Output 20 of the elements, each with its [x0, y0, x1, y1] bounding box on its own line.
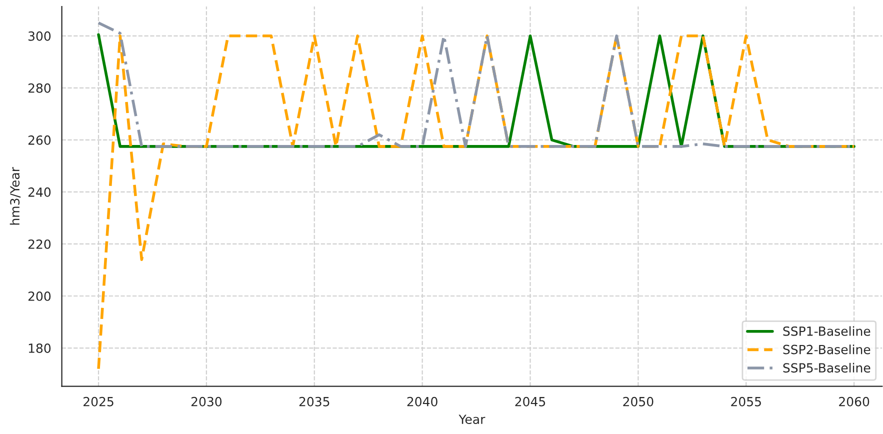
x-tick-label: 2055: [731, 396, 761, 406]
x-tick-label: 2035: [299, 396, 330, 406]
x-tick-label: 2050: [623, 396, 654, 406]
y-tick-label: 300: [28, 31, 51, 41]
y-tick-label: 280: [28, 83, 51, 93]
x-tick-label: 2025: [84, 396, 114, 406]
legend-label: SSP1-Baseline: [783, 326, 870, 336]
y-tick-label: 180: [28, 343, 51, 353]
y-tick-label: 200: [28, 291, 51, 301]
x-tick-label: 2030: [191, 396, 222, 406]
y-tick-label: 240: [28, 187, 51, 197]
legend-label: SSP5-Baseline: [783, 362, 870, 373]
legend-label: SSP2-Baseline: [783, 344, 870, 354]
x-tick-label: 2040: [407, 396, 438, 406]
x-tick-label: 2045: [515, 396, 546, 406]
y-tick-label: 220: [28, 239, 51, 249]
x-axis-title: Year: [458, 414, 486, 424]
y-axis-title: hm3/Year: [10, 167, 21, 225]
x-tick-label: 2060: [839, 396, 870, 406]
y-tick-label: 260: [28, 135, 51, 145]
